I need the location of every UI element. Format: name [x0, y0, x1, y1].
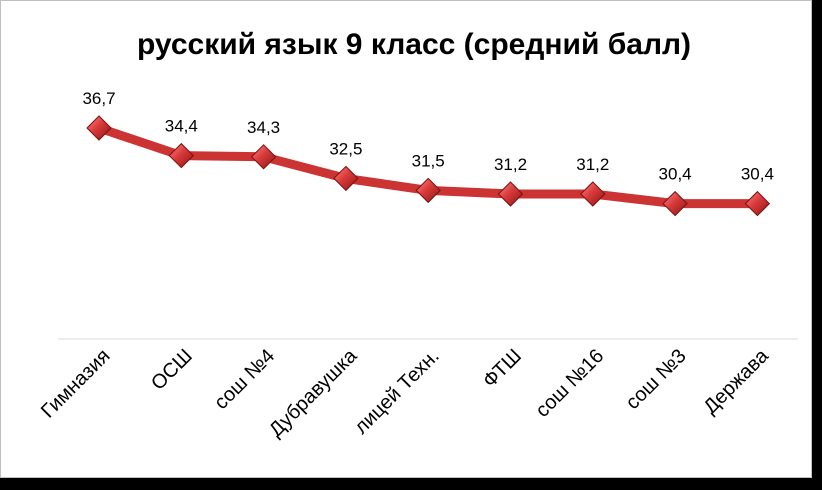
data-point-marker — [580, 181, 606, 207]
x-tick-label: Дубравушка — [265, 344, 362, 441]
data-label: 32,5 — [329, 139, 362, 158]
data-label: 30,4 — [659, 165, 692, 184]
x-tick-label: сош №3 — [622, 345, 691, 414]
line-chart: русский язык 9 класс (средний балл) 36,7… — [37, 28, 798, 441]
x-tick-label: ФТШ — [479, 345, 526, 392]
data-point-marker — [415, 177, 441, 204]
data-point-marker — [333, 165, 359, 192]
chart-area: русский язык 9 класс (средний балл) 36,7… — [0, 0, 812, 478]
data-label: 31,5 — [412, 151, 445, 170]
x-tick-label: ОСШ — [147, 345, 197, 395]
data-point-marker — [662, 190, 688, 217]
data-label: 31,2 — [494, 155, 527, 174]
data-point-marker — [744, 190, 771, 217]
data-point-marker — [250, 144, 277, 170]
x-tick-label: Держава — [700, 344, 774, 418]
x-tick-label: Гимназия — [37, 345, 115, 423]
x-tick-label: сош №4 — [210, 345, 279, 414]
data-label: 31,2 — [576, 155, 609, 174]
data-point-marker — [168, 142, 195, 169]
data-label: 34,4 — [165, 117, 198, 136]
data-point-marker — [497, 181, 524, 207]
data-label: 36,7 — [82, 89, 115, 108]
data-label: 30,4 — [741, 165, 774, 184]
x-tick-label: лицей Техн. — [350, 345, 444, 439]
plot-area — [86, 115, 771, 217]
x-tick-label: сош №16 — [532, 345, 609, 422]
data-point-marker — [86, 115, 112, 141]
chart-title: русский язык 9 класс (средний балл) — [137, 28, 691, 61]
data-label: 34,3 — [247, 118, 280, 137]
